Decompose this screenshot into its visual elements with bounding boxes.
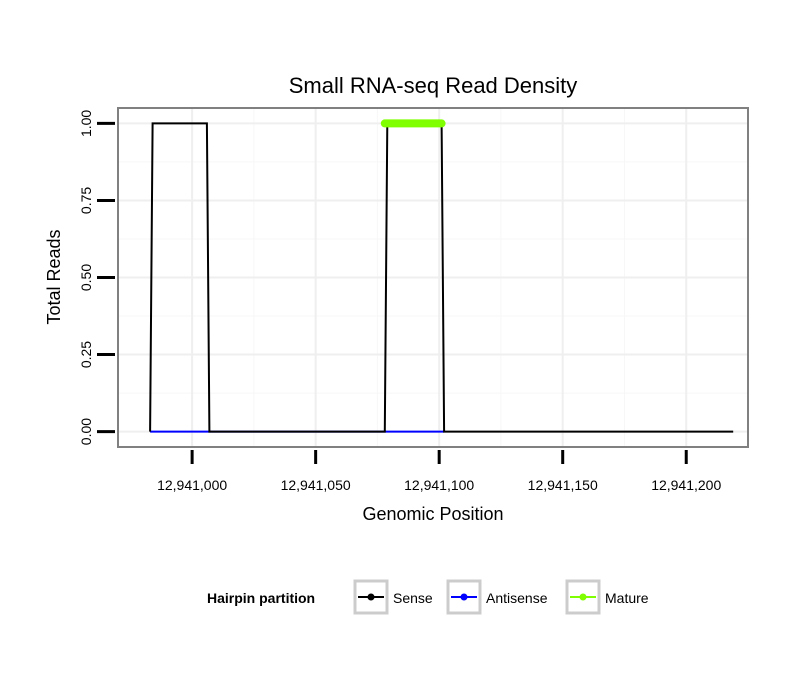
y-axis-title: Total Reads xyxy=(44,229,64,324)
legend-key-point xyxy=(367,593,375,601)
y-tick-label: 0.25 xyxy=(78,341,94,368)
plot-panel-border xyxy=(117,107,749,448)
legend: Hairpin partition Sense Antisense Mature xyxy=(207,579,649,615)
legend-title: Hairpin partition xyxy=(207,590,315,606)
x-tick-label: 12,941,200 xyxy=(651,477,721,493)
legend-label-sense: Sense xyxy=(393,590,433,606)
y-axis: 0.00 0.25 0.50 0.75 1.00 xyxy=(78,110,115,445)
legend-label-antisense: Antisense xyxy=(486,590,548,606)
x-tick-label: 12,941,050 xyxy=(281,477,351,493)
legend-key-point xyxy=(460,593,468,601)
legend-key-point xyxy=(579,593,587,601)
series-line-sense xyxy=(149,122,734,433)
x-tick-label: 12,941,100 xyxy=(404,477,474,493)
y-tick-label: 0.75 xyxy=(78,187,94,214)
x-tick-label: 12,941,150 xyxy=(528,477,598,493)
chart-title: Small RNA-seq Read Density xyxy=(289,73,578,98)
y-tick-label: 1.00 xyxy=(78,110,94,137)
y-tick-label: 0.00 xyxy=(78,418,94,445)
series-layer xyxy=(149,119,734,433)
x-axis: 12,941,000 12,941,050 12,941,100 12,941,150… xyxy=(157,450,721,493)
y-tick-label: 0.50 xyxy=(78,264,94,291)
x-axis-title: Genomic Position xyxy=(362,504,503,524)
legend-label-mature: Mature xyxy=(605,590,649,606)
grid xyxy=(118,108,748,447)
x-tick-label: 12,941,000 xyxy=(157,477,227,493)
